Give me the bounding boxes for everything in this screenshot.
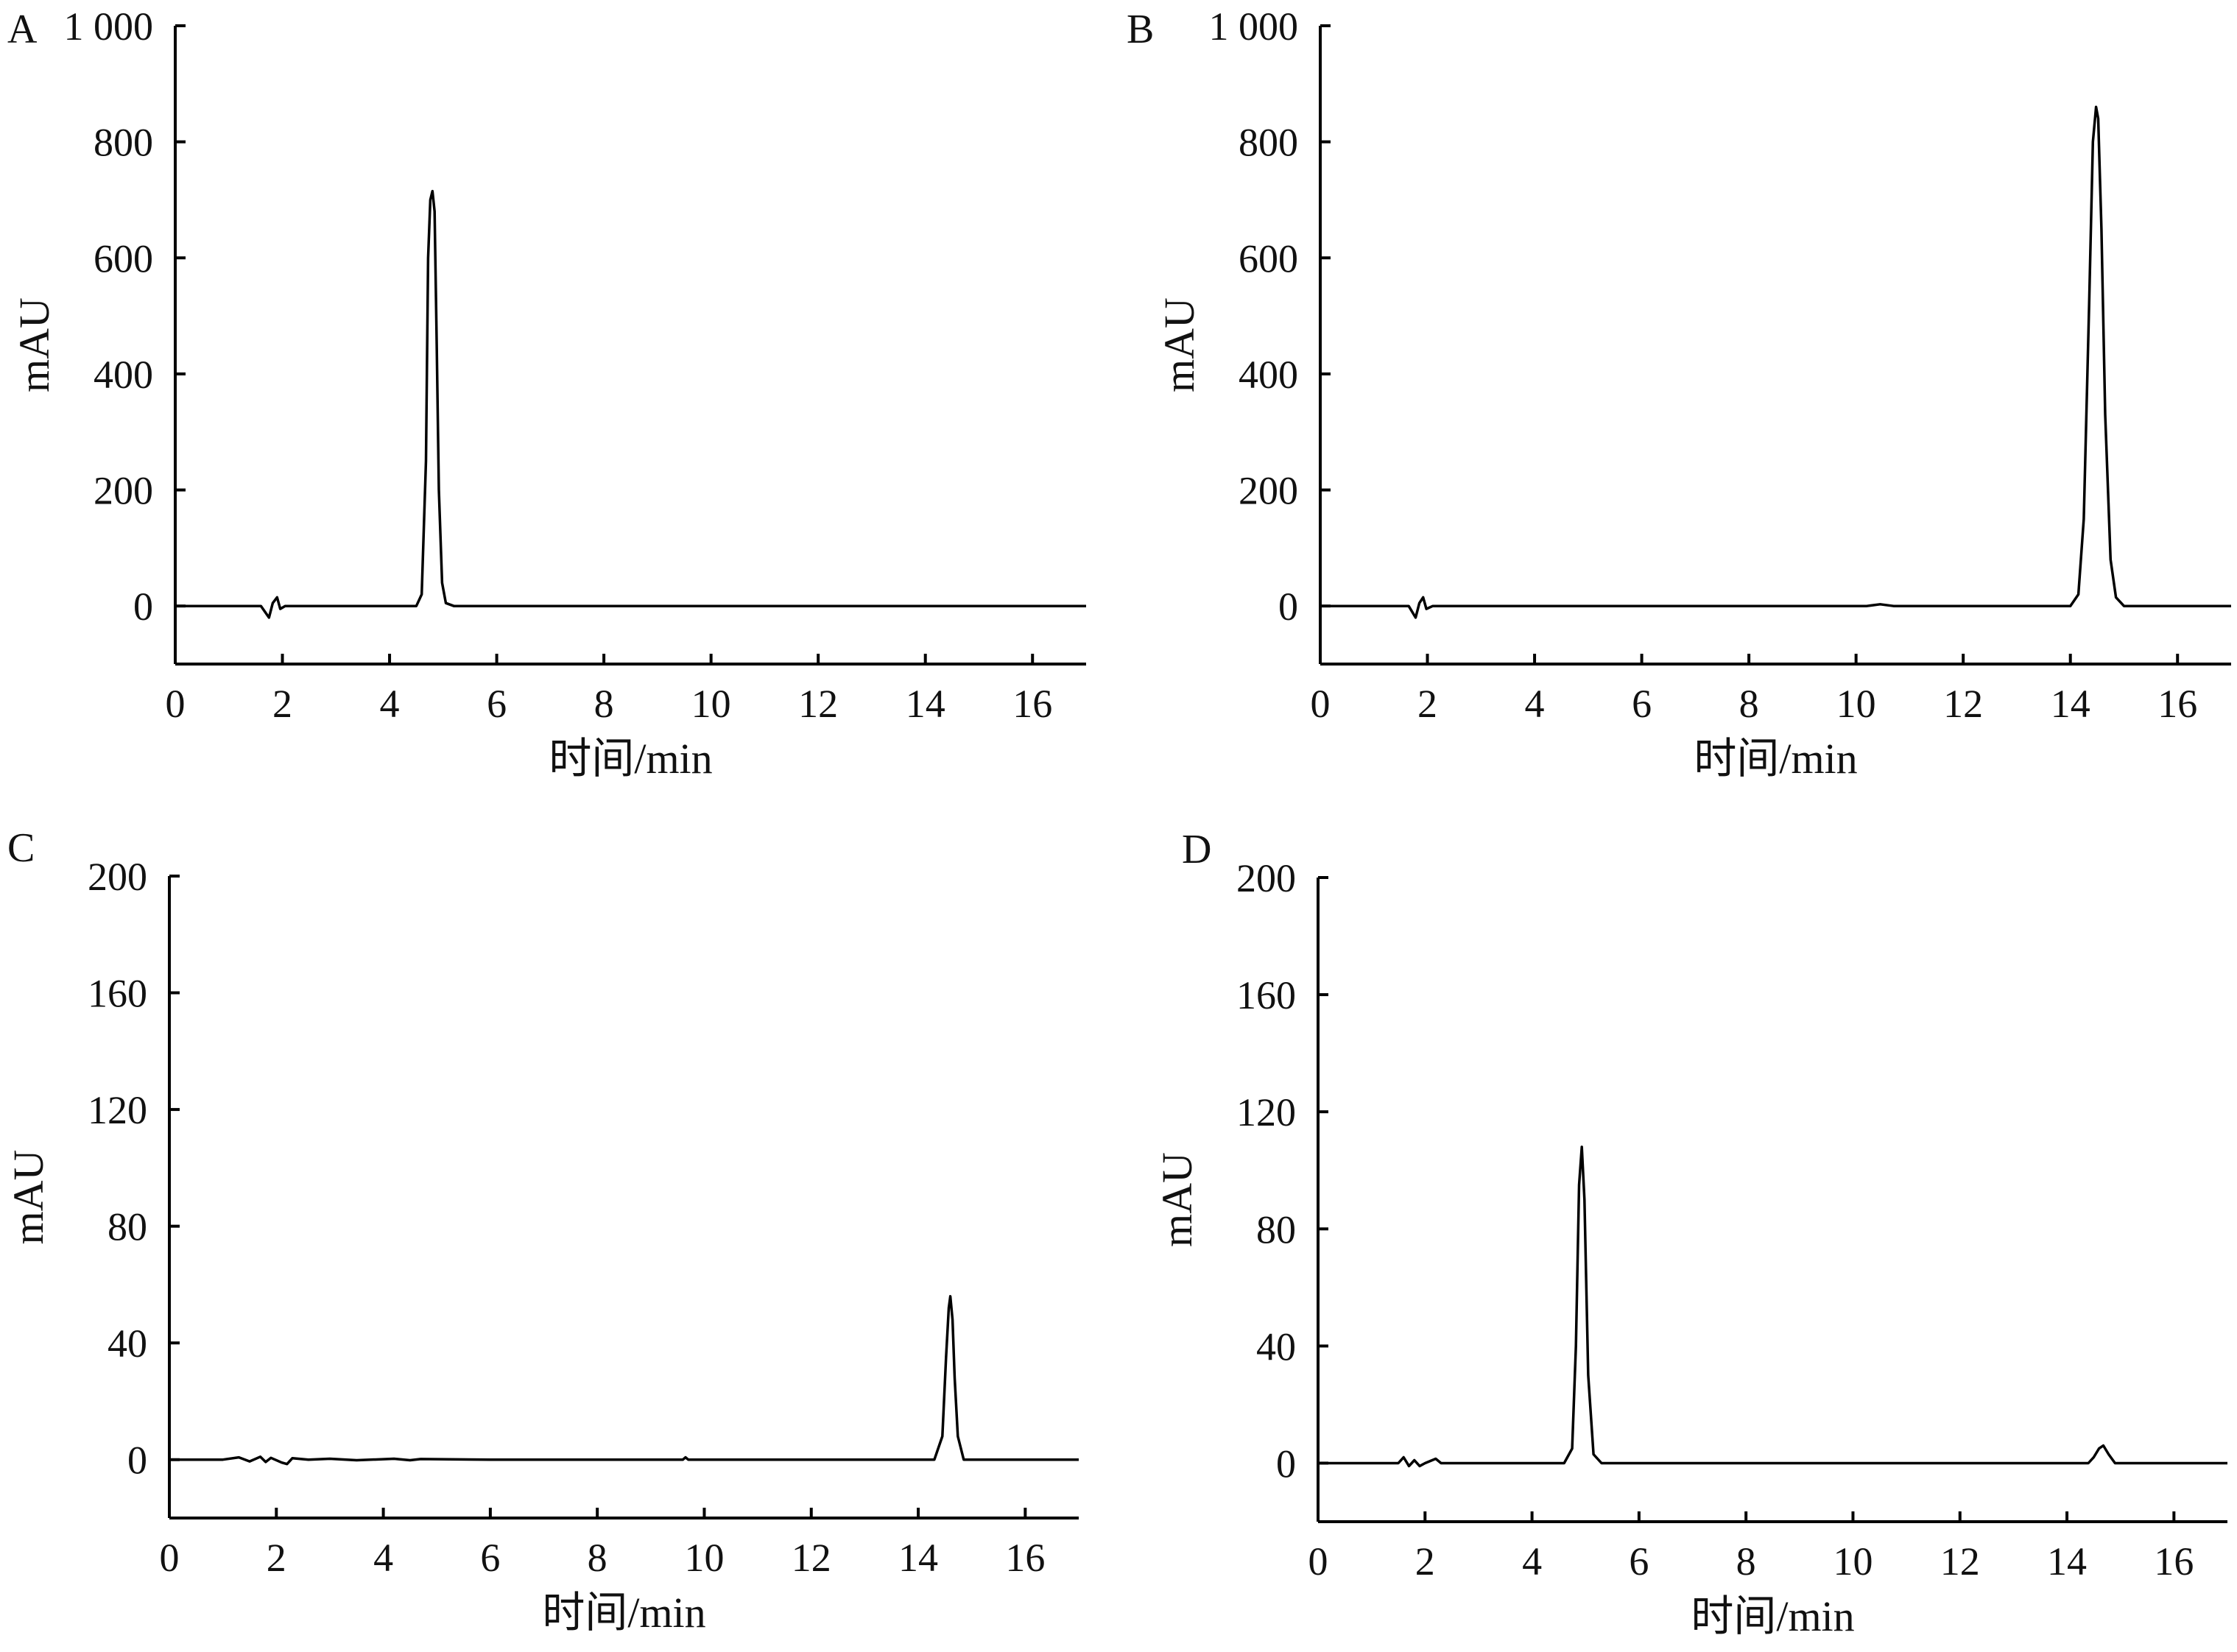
x-tick-label: 2 bbox=[267, 1536, 286, 1580]
y-tick-label: 120 bbox=[88, 1088, 147, 1132]
x-tick-label: 12 bbox=[1940, 1539, 1980, 1584]
x-tick-label: 2 bbox=[1415, 1539, 1435, 1584]
y-tick-label: 80 bbox=[1256, 1207, 1296, 1252]
panel-a: A 0 2 4 6 8 10 12 14 16 0 200 400 600 800 1 000 时间/min mA… bbox=[7, 4, 1086, 783]
x-tick-label: 0 bbox=[1311, 682, 1331, 726]
y-tick-label: 160 bbox=[1236, 973, 1296, 1017]
y-tick-label: 800 bbox=[1239, 121, 1298, 165]
y-tick-label: 0 bbox=[133, 585, 153, 629]
x-tick-label: 12 bbox=[798, 682, 838, 726]
x-tick-label: 10 bbox=[1836, 682, 1876, 726]
x-tick-label: 8 bbox=[1739, 682, 1759, 726]
x-tick-label: 12 bbox=[792, 1536, 831, 1580]
chromatogram-trace bbox=[1320, 105, 2231, 619]
x-tick-label: 10 bbox=[684, 1536, 724, 1580]
x-tick-label: 8 bbox=[588, 1536, 607, 1580]
x-tick-label: 14 bbox=[906, 682, 945, 726]
x-tick-label: 10 bbox=[691, 682, 731, 726]
chromatogram-trace bbox=[1318, 1146, 2227, 1468]
y-axis-title: mAU bbox=[1153, 1152, 1201, 1247]
x-axis-title: 时间/min bbox=[542, 1589, 705, 1637]
x-tick-label: 8 bbox=[1736, 1539, 1756, 1584]
y-tick-label: 1 000 bbox=[64, 4, 154, 49]
chromatogram-trace bbox=[169, 1295, 1079, 1466]
x-tick-label: 2 bbox=[272, 682, 292, 726]
x-tick-label: 6 bbox=[480, 1536, 500, 1580]
x-tick-label: 16 bbox=[1012, 682, 1052, 726]
y-tick-label: 120 bbox=[1236, 1090, 1296, 1134]
x-tick-label: 12 bbox=[1943, 682, 1983, 726]
x-axis-title: 时间/min bbox=[1694, 735, 1857, 783]
x-tick-label: 0 bbox=[166, 682, 186, 726]
x-tick-label: 4 bbox=[1522, 1539, 1542, 1584]
x-tick-label: 8 bbox=[594, 682, 614, 726]
x-axis-title: 时间/min bbox=[549, 735, 712, 783]
panel-b: B 0 2 4 6 8 10 12 14 16 0 200 400 600 800 1 000 时间/min mA… bbox=[1127, 4, 2231, 783]
y-tick-label: 40 bbox=[108, 1321, 147, 1366]
panel-label-c: C bbox=[7, 825, 35, 871]
y-axis-title: mAU bbox=[10, 297, 58, 392]
x-tick-label: 14 bbox=[2047, 1539, 2087, 1584]
y-tick-label: 0 bbox=[127, 1439, 147, 1483]
x-axis-title: 时间/min bbox=[1691, 1592, 1854, 1640]
chromatogram-trace bbox=[175, 189, 1086, 619]
y-tick-label: 800 bbox=[94, 121, 153, 165]
y-tick-label: 200 bbox=[88, 855, 147, 899]
y-axis-title: mAU bbox=[1155, 297, 1203, 392]
x-tick-label: 14 bbox=[2051, 682, 2090, 726]
x-tick-label: 6 bbox=[1632, 682, 1652, 726]
y-tick-label: 600 bbox=[1239, 236, 1298, 280]
y-tick-label: 0 bbox=[1278, 585, 1298, 629]
y-tick-label: 0 bbox=[1276, 1441, 1296, 1486]
x-tick-label: 6 bbox=[487, 682, 507, 726]
x-tick-label: 10 bbox=[1833, 1539, 1873, 1584]
y-tick-label: 400 bbox=[94, 353, 153, 397]
x-tick-label: 4 bbox=[373, 1536, 393, 1580]
y-tick-label: 600 bbox=[94, 236, 153, 280]
x-tick-label: 14 bbox=[898, 1536, 938, 1580]
y-tick-label: 200 bbox=[1239, 469, 1298, 513]
y-axis-title: mAU bbox=[4, 1150, 52, 1245]
x-tick-label: 4 bbox=[1525, 682, 1545, 726]
x-tick-label: 0 bbox=[1308, 1539, 1328, 1584]
panel-label-b: B bbox=[1127, 7, 1154, 52]
panel-label-d: D bbox=[1182, 827, 1211, 872]
x-tick-label: 16 bbox=[2157, 682, 2197, 726]
x-tick-label: 16 bbox=[2154, 1539, 2194, 1584]
y-tick-label: 80 bbox=[108, 1205, 147, 1249]
y-tick-label: 200 bbox=[94, 469, 153, 513]
y-tick-label: 200 bbox=[1236, 856, 1296, 900]
x-tick-label: 6 bbox=[1629, 1539, 1649, 1584]
x-tick-label: 0 bbox=[160, 1536, 180, 1580]
y-tick-label: 40 bbox=[1256, 1324, 1296, 1369]
y-tick-label: 1 000 bbox=[1209, 4, 1299, 49]
x-tick-label: 16 bbox=[1005, 1536, 1045, 1580]
panel-label-a: A bbox=[7, 7, 38, 52]
x-tick-label: 2 bbox=[1417, 682, 1437, 726]
y-tick-label: 160 bbox=[88, 972, 147, 1016]
y-tick-label: 400 bbox=[1239, 353, 1298, 397]
x-tick-label: 4 bbox=[380, 682, 400, 726]
